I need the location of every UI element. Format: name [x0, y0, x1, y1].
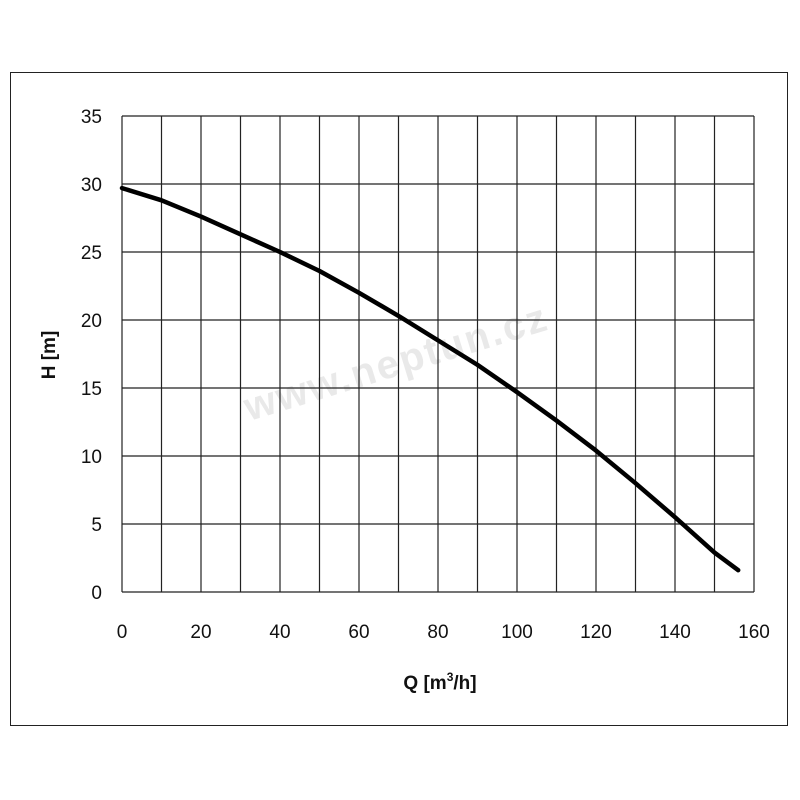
y-tick-label: 20: [81, 311, 102, 332]
x-tick-label: 80: [427, 622, 448, 643]
x-tick-label: 40: [269, 622, 290, 643]
x-tick-label: 120: [580, 622, 612, 643]
x-tick-label: 0: [117, 622, 128, 643]
y-tick-label: 0: [91, 583, 102, 604]
x-tick-label: 20: [190, 622, 211, 643]
x-tick-label: 100: [501, 622, 533, 643]
x-axis-title: Q [m3/h]: [403, 670, 476, 694]
chart-frame: [10, 72, 788, 726]
y-tick-label: 35: [81, 107, 102, 128]
y-tick-label: 30: [81, 175, 102, 196]
y-tick-label: 15: [81, 379, 102, 400]
series-layer: [119, 185, 741, 573]
y-tick-label: 25: [81, 243, 102, 264]
x-tick-label: 140: [659, 622, 691, 643]
y-tick-label: 10: [81, 447, 102, 468]
y-axis-title: H [m]: [39, 331, 60, 380]
y-tick-label: 5: [91, 515, 102, 536]
x-tick-label: 160: [738, 622, 770, 643]
x-tick-label: 60: [348, 622, 369, 643]
tick-labels: 0 20 40 60 80 100 120 140 160 0 5 10 15 20 25 30 35: [81, 107, 770, 643]
x-axis-title-superscript: 3: [447, 670, 454, 684]
grid: [121, 115, 755, 593]
x-axis-title-tail: /h]: [453, 673, 476, 694]
series-line: [119, 185, 741, 573]
